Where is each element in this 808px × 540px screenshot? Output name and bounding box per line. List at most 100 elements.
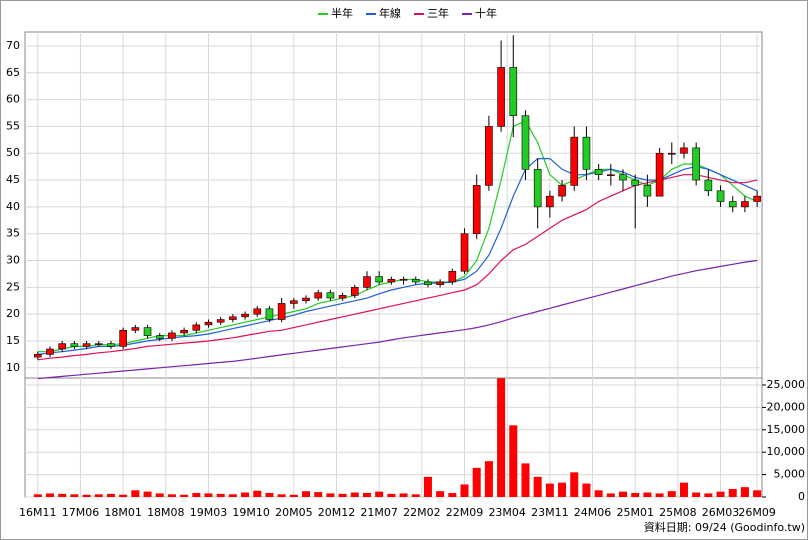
x-tick-label: 22M02: [403, 506, 441, 519]
candle-body: [253, 308, 262, 315]
candle-body: [558, 185, 566, 197]
x-tick-label: 18M01: [104, 506, 142, 519]
candle-body: [448, 270, 457, 283]
x-tick-label: 19M10: [232, 506, 270, 519]
candle-body: [131, 327, 140, 331]
volume-bar: [119, 494, 128, 497]
volume-bar: [411, 494, 420, 497]
candle-body: [34, 354, 42, 358]
volume-bar: [716, 491, 725, 497]
volume-bar: [497, 378, 506, 497]
volume-bar: [362, 492, 371, 497]
volume-bar: [192, 492, 201, 497]
volume-bar: [204, 493, 213, 497]
candle-body: [716, 190, 725, 202]
volume-bar: [594, 490, 603, 497]
volume-bar: [753, 490, 762, 497]
volume-bar: [387, 493, 396, 497]
volume-bar: [375, 491, 384, 497]
volume-bar: [582, 483, 591, 497]
volume-bar: [143, 491, 152, 497]
ma-line: [37, 158, 758, 355]
volume-bar: [679, 482, 688, 497]
candle-body: [472, 185, 481, 234]
x-tick-label: 20M12: [318, 506, 356, 519]
volume-bar: [472, 467, 481, 497]
y-tick-label: 45: [6, 173, 20, 186]
volume-bar: [82, 494, 91, 497]
candle-body: [460, 233, 469, 272]
volume-bar: [619, 491, 628, 497]
volume-bar: [448, 492, 457, 497]
candle-body: [594, 169, 603, 175]
volume-bar: [509, 425, 518, 497]
volume-bar: [58, 493, 67, 497]
volume-bar: [704, 493, 713, 497]
volume-bar: [94, 494, 103, 497]
candle-body: [265, 308, 274, 320]
x-tick-label: 23M04: [488, 506, 526, 519]
candle-body: [216, 319, 225, 323]
candle-body: [485, 126, 493, 186]
candle-body: [424, 281, 432, 285]
volume-bar: [558, 482, 567, 497]
candle-body: [741, 201, 749, 208]
candle-body: [570, 136, 579, 186]
volume-bar: [740, 487, 749, 497]
y-tick-label: 60: [6, 93, 20, 106]
candle-body: [497, 67, 505, 127]
y-tick-label: 20: [6, 307, 20, 320]
x-tick-label: 24M06: [574, 506, 612, 519]
x-tick-label: 19M03: [190, 506, 228, 519]
volume-bar: [106, 493, 115, 497]
volume-bar: [241, 492, 250, 497]
volume-bar: [265, 492, 274, 497]
volume-bar: [228, 494, 237, 497]
candle-body: [192, 324, 201, 331]
volume-bar: [302, 491, 311, 497]
candle-body: [375, 276, 383, 283]
candle-body: [704, 179, 713, 192]
candle-body: [168, 332, 176, 339]
volume-bar: [643, 492, 652, 497]
candle-body: [82, 343, 91, 347]
volume-bar: [399, 493, 408, 497]
volume-bar: [277, 494, 286, 497]
x-tick-label: 26M09: [738, 506, 776, 519]
volume-bar: [521, 463, 530, 497]
candle-body: [119, 329, 127, 347]
y2-tick-label: 25,000: [767, 378, 806, 391]
candle-body: [277, 303, 286, 320]
volume-bar: [484, 461, 493, 497]
legend-label: 年線: [379, 6, 401, 20]
candle-body: [619, 174, 627, 181]
volume-bar: [253, 490, 262, 497]
x-tick-label: 22M09: [446, 506, 484, 519]
candle-body: [667, 152, 676, 155]
volume-bar: [728, 488, 737, 497]
x-tick-label: 26M03: [702, 506, 740, 519]
candle-body: [107, 343, 115, 347]
candle-body: [241, 313, 249, 318]
volume-bar: [180, 494, 189, 497]
candle-body: [314, 292, 323, 299]
volume-bar: [545, 483, 554, 497]
volume-bar: [423, 476, 432, 497]
y-tick-label: 50: [6, 146, 20, 159]
volume-bar: [289, 494, 298, 497]
x-tick-label: 21M07: [360, 506, 398, 519]
candle-body: [692, 147, 700, 181]
candle-body: [143, 327, 152, 336]
legend-label: 半年: [331, 6, 353, 20]
x-tick-label: 25M01: [616, 506, 654, 519]
y2-tick-label: 15,000: [767, 423, 806, 436]
candle-body: [436, 281, 444, 285]
candle-body: [58, 343, 66, 350]
candle-body: [411, 278, 420, 283]
volume-bar: [350, 492, 359, 497]
candle-body: [229, 316, 237, 320]
x-tick-label: 17M06: [62, 506, 100, 519]
legend-label: 三年: [427, 6, 449, 20]
